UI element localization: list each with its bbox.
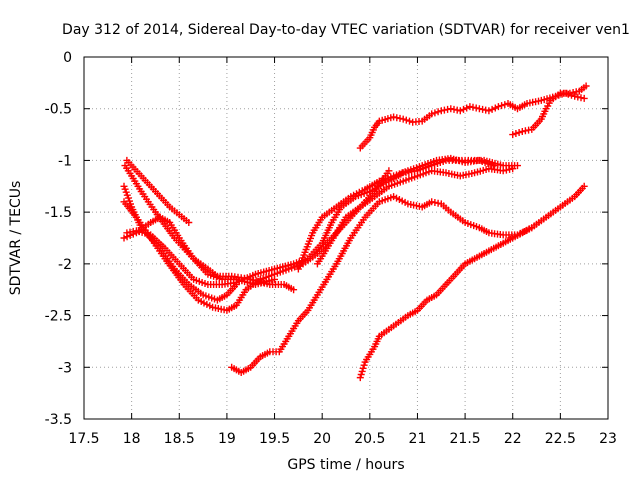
- series-track-9: [313, 165, 517, 268]
- series-track-1: [123, 156, 193, 226]
- x-tick-label: 18.5: [164, 431, 195, 447]
- y-tick-label: -2.5: [45, 309, 72, 325]
- y-tick-label: -1: [58, 153, 72, 169]
- series-track-12: [509, 82, 590, 139]
- x-tick-label: 19: [218, 431, 236, 447]
- x-tick-label: 21: [409, 431, 427, 447]
- chart-title: Day 312 of 2014, Sidereal Day-to-day VTE…: [62, 22, 630, 38]
- series-track-8: [356, 224, 536, 382]
- x-tick-label: 18: [123, 431, 141, 447]
- y-tick-label: -0.5: [45, 102, 72, 118]
- x-tick-label: 19.5: [259, 431, 290, 447]
- x-tick-label: 20: [313, 431, 331, 447]
- axis-ticks: 17.5 18 18.5 19 19.5 20 20.5 21 21.5 22 22.5 23 -3.5…: [45, 50, 617, 447]
- series-track-10: [294, 154, 498, 273]
- x-tick-label: 20.5: [354, 431, 385, 447]
- y-tick-label: -2: [58, 257, 72, 273]
- x-tick-label: 17.5: [68, 431, 99, 447]
- y-tick-label: -3: [58, 360, 72, 376]
- series-track-7: [228, 182, 588, 376]
- y-tick-label: -1.5: [45, 205, 72, 221]
- y-tick-label: -3.5: [45, 412, 72, 428]
- x-tick-label: 23: [599, 431, 617, 447]
- y-tick-label: 0: [63, 50, 72, 66]
- data-series: [120, 82, 590, 382]
- x-tick-label: 22.5: [545, 431, 576, 447]
- x-axis-label: GPS time / hours: [287, 457, 404, 473]
- y-axis-label: SDTVAR / TECUs: [8, 181, 24, 296]
- x-tick-label: 22: [504, 431, 522, 447]
- x-tick-label: 21.5: [450, 431, 481, 447]
- plot-frame: [83, 56, 609, 420]
